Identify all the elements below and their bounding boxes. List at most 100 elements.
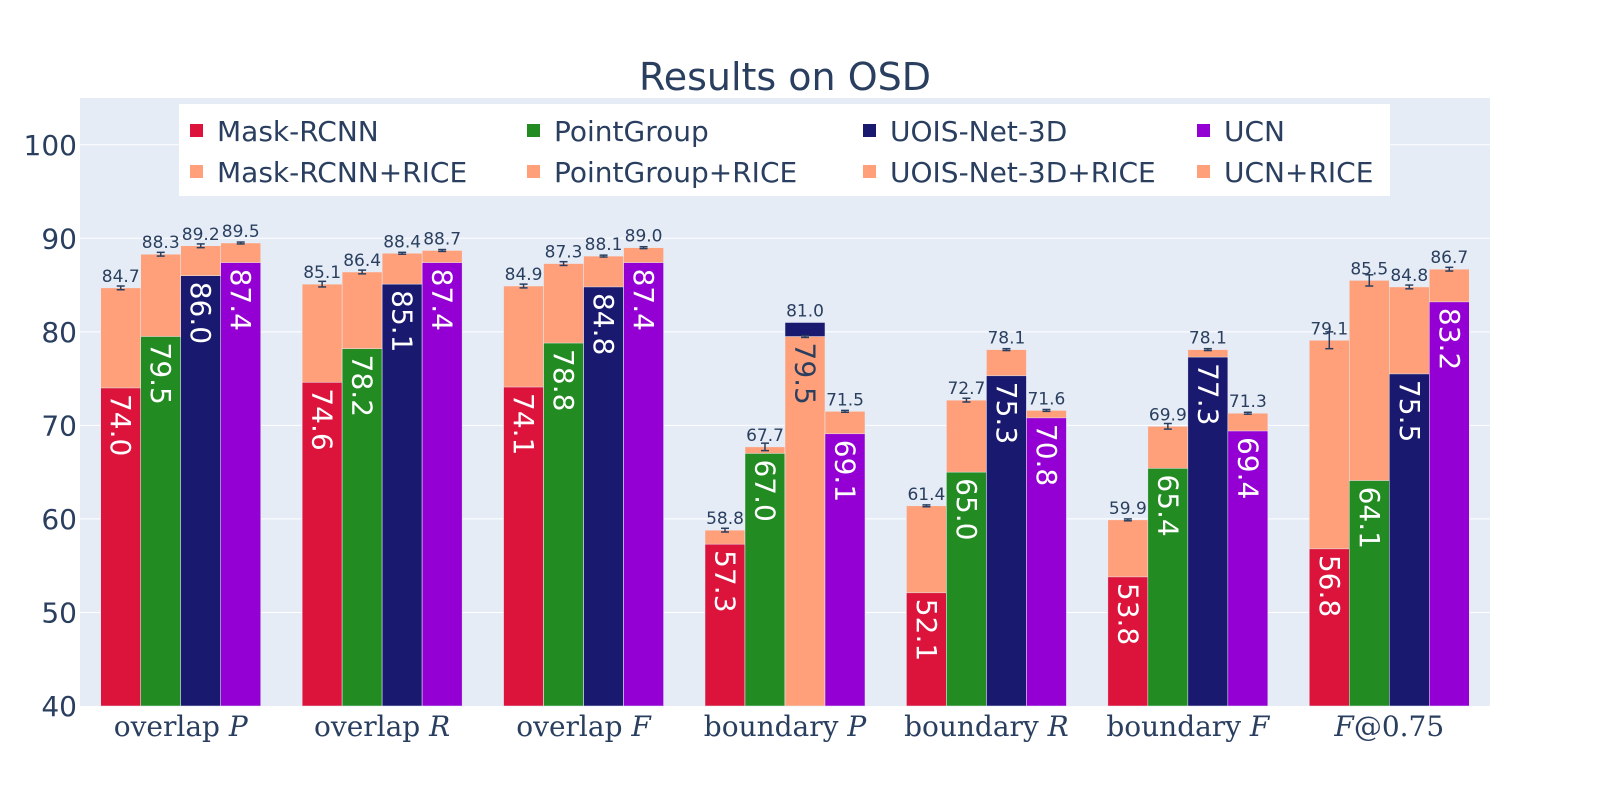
bar-pointgroup (341, 348, 383, 707)
bar-ucn (824, 433, 866, 707)
y-tick-label: 100 (24, 129, 77, 162)
bar-mask-rcnn (704, 543, 746, 707)
bar-inside-label: 77.3 (1191, 363, 1224, 425)
y-tick-label: 50 (41, 596, 77, 629)
bar-uois-net-3d (180, 275, 221, 707)
legend-label: UCN+RICE (1224, 156, 1373, 189)
legend-label: PointGroup (554, 115, 709, 148)
legend-box (179, 104, 1390, 196)
x-tick-label: boundary R (904, 710, 1069, 743)
bar-top-label: 58.8 (706, 509, 744, 529)
legend-label: Mask-RCNN (217, 115, 379, 148)
bar-inside-label: 78.2 (346, 355, 379, 417)
bar-top-label: 67.7 (746, 426, 784, 446)
legend-swatch (190, 165, 203, 178)
bar-top-label: 71.6 (1027, 389, 1065, 409)
y-tick-label: 60 (41, 503, 77, 536)
bar-inside-label: 79.5 (144, 343, 177, 405)
bar-top-label: 81.0 (786, 301, 824, 321)
bar-top-label: 79.1 (1310, 319, 1348, 339)
bar-top-label: 87.3 (545, 243, 583, 263)
bar-top-label: 89.0 (625, 227, 663, 247)
bar-mask-rcnn (1309, 548, 1350, 707)
x-tick-label: boundary F (1106, 710, 1271, 743)
bar-ucn (220, 262, 261, 707)
bar-pointgroup (543, 342, 584, 707)
bar-top-label: 84.7 (102, 267, 140, 287)
legend-label: UOIS-Net-3D (890, 115, 1067, 148)
bar-mask-rcnn (100, 387, 141, 707)
legend-swatch (863, 124, 876, 137)
bar-top-label: 78.1 (987, 329, 1025, 349)
bar-uois-net-3d (1389, 373, 1430, 707)
legend-swatch (1197, 165, 1210, 178)
bar-ucn (1429, 301, 1470, 707)
bar-ucn (1227, 430, 1269, 707)
bar-inside-label: 56.8 (1313, 555, 1346, 617)
bar-uois-net-3d+rice (784, 336, 826, 707)
bar-inside-label: 74.6 (306, 388, 339, 450)
bar-top-label: 84.8 (1390, 266, 1428, 286)
x-tick-label: boundary P (704, 710, 868, 743)
bar-labels: 84.774.088.379.589.286.089.587.4 85.174.6… (102, 222, 1468, 661)
x-tick-label: F@0.75 (1333, 710, 1444, 743)
bar-top-label: 89.2 (182, 225, 220, 245)
bar-inside-label: 65.4 (1151, 474, 1184, 536)
legend-swatch (527, 124, 540, 137)
bar-inside-label: 85.1 (386, 290, 419, 352)
bar-inside-label: 87.4 (224, 269, 257, 331)
x-tick-label: overlap R (314, 710, 450, 743)
x-tick-label: overlap P (114, 710, 249, 743)
bar-top-label: 59.9 (1109, 499, 1147, 519)
legend-label: Mask-RCNN+RICE (217, 156, 467, 189)
bar-top-label: 84.9 (505, 265, 543, 285)
x-tick-label: overlap F (516, 710, 652, 743)
bar-inside-label: 75.5 (1393, 380, 1426, 442)
bar-ucn (623, 262, 664, 707)
bar-mask-rcnn (503, 386, 544, 707)
bar-inside-label: 53.8 (1111, 583, 1144, 645)
legend-swatch (863, 165, 876, 178)
bar-inside-label: 74.0 (104, 394, 137, 456)
bar-inside-label: 74.1 (507, 393, 540, 455)
bar-inside-label: 79.5 (789, 343, 822, 405)
bar-top-label: 88.1 (585, 235, 623, 255)
bars (100, 241, 1470, 707)
bar-top-label: 86.4 (343, 251, 381, 271)
bar-inside-label: 86.0 (184, 282, 217, 344)
y-tick-label: 70 (41, 409, 77, 442)
bar-top-label: 71.5 (826, 390, 864, 410)
bar-pointgroup (946, 471, 987, 707)
bar-top-label: 85.5 (1350, 259, 1388, 279)
bar-uois-net-3d (583, 286, 624, 707)
bar-pointgroup (1147, 468, 1189, 707)
bar-top-label: 69.9 (1149, 405, 1187, 425)
bar-inside-label: 67.0 (749, 459, 782, 521)
legend-label: UCN (1224, 115, 1285, 148)
bar-inside-label: 87.4 (426, 269, 459, 331)
bar-top-label: 85.1 (303, 263, 341, 283)
bar-mask-rcnn (906, 592, 947, 707)
bar-top-label: 86.7 (1430, 248, 1468, 268)
bar-top-label: 61.4 (907, 485, 945, 505)
bar-inside-label: 70.8 (1030, 424, 1063, 486)
legend-swatch (527, 165, 540, 178)
bar-ucn (1026, 417, 1067, 707)
legend: Mask-RCNN Mask-RCNN+RICE PointGroup PointGr… (179, 104, 1390, 196)
bar-pointgroup (744, 453, 786, 707)
bar-uois-net-3d (381, 283, 423, 707)
bar-mask-rcnn (301, 382, 343, 707)
bar-mask-rcnn (1107, 576, 1149, 707)
bar-top-label: 88.7 (423, 229, 461, 249)
bar-inside-label: 57.3 (709, 550, 742, 612)
bar-top-label: 88.3 (142, 233, 180, 253)
y-tick-label: 80 (41, 316, 77, 349)
bar-inside-label: 75.3 (990, 382, 1023, 444)
y-tick-label: 90 (41, 222, 77, 255)
bar-inside-label: 87.4 (627, 269, 660, 331)
bar-pointgroup (1349, 480, 1390, 707)
chart-title: Results on OSD (639, 55, 931, 99)
bar-top-label: 88.4 (383, 232, 421, 252)
bar-inside-label: 78.8 (547, 349, 580, 411)
bar-pointgroup (140, 336, 181, 707)
